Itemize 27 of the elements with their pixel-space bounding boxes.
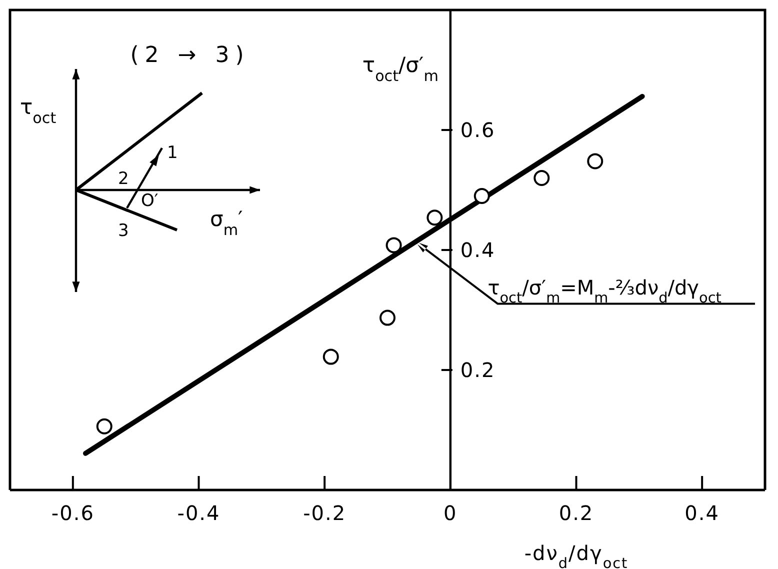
x-tick-label: -0.2 [303,501,346,525]
x-tick-label: 0 [444,501,458,525]
point [322,348,339,365]
annotation: 1 [167,143,178,163]
x-tick-label: -0.4 [177,501,220,525]
annotation: 3 [118,221,129,241]
text: τ$_{oct}$/σ′$_{m}$=M$_{m}$-⅔dν$_{d}$/dγ$_{oct}$ [488,276,722,307]
annotation: O′ [141,191,158,211]
point [380,310,396,326]
annotation: σ$_{m}$′ [210,207,244,239]
point [534,170,550,186]
annotation: (2 → 3) [130,43,250,68]
y-tick-label: 0.2 [460,358,496,382]
y-axis-title: τ$_{oct}$/σ′$_{m}$ [362,53,438,85]
point [96,418,112,434]
x-tick-label: 0.2 [558,501,594,525]
annotation: 2 [118,169,129,189]
point [426,210,443,226]
y-tick-label: 0.6 [460,118,496,142]
point [386,237,402,254]
point [587,153,604,170]
x-tick-label: -0.6 [51,501,94,525]
annotation: τ$_{oct}$ [20,95,56,127]
x-axis-title: -dν$_{d}$/dγ$_{oct}$ [524,541,628,569]
y-tick-label: 0.4 [460,238,496,262]
x-tick-label: 0.4 [684,501,720,525]
point [474,188,490,204]
